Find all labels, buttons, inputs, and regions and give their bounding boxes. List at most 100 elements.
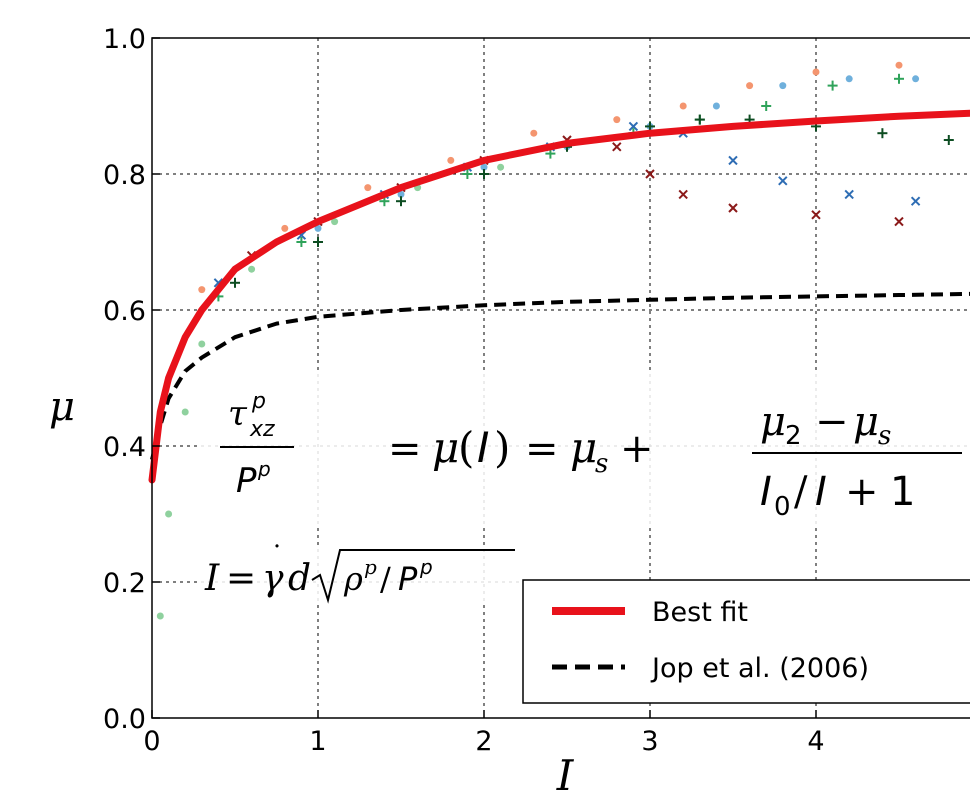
svg-text:xz: xz (249, 417, 275, 442)
svg-text:=: = (525, 426, 559, 472)
scatter-point (331, 218, 339, 226)
x-tick-label: 2 (475, 726, 492, 757)
best-fit-line (148, 109, 970, 484)
scatter-point (364, 184, 372, 192)
y-tick-label: 0.6 (103, 296, 146, 327)
scatter-point (313, 237, 323, 247)
svg-text:ρ: ρ (343, 560, 363, 598)
scatter-point (462, 169, 473, 179)
svg-text:s: s (595, 449, 608, 479)
legend-label-best-fit: Best fit (652, 597, 748, 628)
scatter-point (396, 196, 406, 207)
scatter-point (613, 116, 621, 124)
scatter-point (746, 82, 754, 90)
y-axis-label: μ (49, 384, 75, 430)
x-tick-label: 3 (641, 726, 658, 757)
svg-text:): ) (494, 423, 510, 472)
svg-text:γ: γ (262, 558, 284, 599)
svg-text:=: = (226, 558, 256, 599)
scatter-point (812, 68, 820, 76)
scatter-point (712, 102, 720, 110)
svg-text:p: p (419, 555, 433, 579)
svg-text:I: I (760, 469, 772, 515)
scatter-point (912, 75, 920, 83)
scatter-point (281, 224, 289, 232)
legend-label-jop: Jop et al. (2006) (650, 653, 869, 684)
scatter-point (314, 224, 322, 232)
scatter-point (296, 237, 307, 247)
legend: Best fit Jop et al. (2006) (522, 579, 970, 704)
scatter-point (894, 216, 904, 227)
svg-text:1: 1 (890, 469, 915, 515)
svg-text:P: P (398, 560, 418, 598)
y-tick-label: 0.0 (103, 704, 146, 735)
scatter-point (845, 75, 853, 83)
svg-text:p: p (364, 555, 377, 579)
scatter-point (694, 114, 705, 125)
svg-text:p: p (251, 389, 266, 414)
scatter-point (728, 203, 738, 213)
svg-text:I: I (815, 469, 827, 515)
jop-2006-line (150, 291, 970, 461)
scatter-point (156, 612, 164, 620)
svg-text:I: I (204, 558, 220, 599)
scatter-point (678, 189, 688, 200)
svg-text:d: d (288, 558, 311, 599)
scatter-point (497, 163, 505, 171)
scatter-point (479, 169, 489, 179)
plot-frame (151, 37, 970, 719)
scatter-point (628, 121, 639, 132)
scatter-point (844, 189, 854, 200)
scatter-point (877, 128, 888, 139)
svg-text:μ: μ (432, 423, 459, 472)
scatter-point (895, 61, 903, 69)
scatter-point (248, 265, 256, 273)
scatter-point (397, 190, 405, 198)
scatter-point (480, 163, 488, 171)
svg-text:s: s (878, 421, 891, 451)
scatter-point (530, 129, 538, 137)
scatter-point (645, 169, 655, 179)
svg-text:μ: μ (853, 399, 879, 445)
scatter-point (198, 286, 206, 294)
scatter-point (811, 210, 821, 220)
scatter-point (679, 102, 687, 110)
scatter-point (910, 196, 921, 206)
scatter-point (761, 101, 772, 111)
y-tick-label: 1.0 (103, 24, 146, 55)
svg-text:P: P (236, 461, 257, 501)
svg-text:0: 0 (774, 492, 791, 522)
scatter-point (230, 277, 240, 288)
formula-inertial-number: I = γ ˙ d ρ p / P p (198, 540, 520, 605)
y-tick-label: 0.4 (103, 432, 146, 463)
x-ticks: 0 1 2 3 4 (143, 710, 825, 757)
scatter-point (943, 135, 954, 145)
x-tick-label: 4 (807, 726, 824, 757)
svg-text:−: − (815, 399, 849, 445)
x-tick-label: 0 (143, 726, 160, 757)
scatter-point (728, 155, 738, 166)
scatter-point (447, 156, 455, 164)
svg-text:μ: μ (760, 399, 786, 445)
scatter-point (198, 340, 206, 348)
x-axis-label: I (556, 751, 575, 800)
svg-text:=: = (388, 426, 422, 472)
y-ticks: 0.0 0.2 0.4 0.6 0.8 1.0 (103, 24, 160, 735)
svg-text:μ: μ (570, 423, 597, 472)
scatter-point (612, 142, 622, 152)
x-tick-label: 1 (309, 726, 326, 757)
scatter-point (165, 510, 173, 518)
scatter-point (827, 80, 838, 91)
svg-text:/: / (380, 560, 391, 598)
svg-text:τ: τ (228, 394, 248, 434)
svg-text:˙: ˙ (270, 540, 284, 573)
series-lines (148, 109, 970, 484)
svg-text:/: / (794, 469, 808, 515)
svg-text:2: 2 (785, 421, 802, 451)
scatter-point (894, 73, 904, 84)
scatter-point (779, 82, 787, 90)
svg-text:(: ( (458, 423, 474, 472)
svg-text:p: p (257, 457, 271, 481)
y-tick-label: 0.8 (103, 160, 146, 191)
